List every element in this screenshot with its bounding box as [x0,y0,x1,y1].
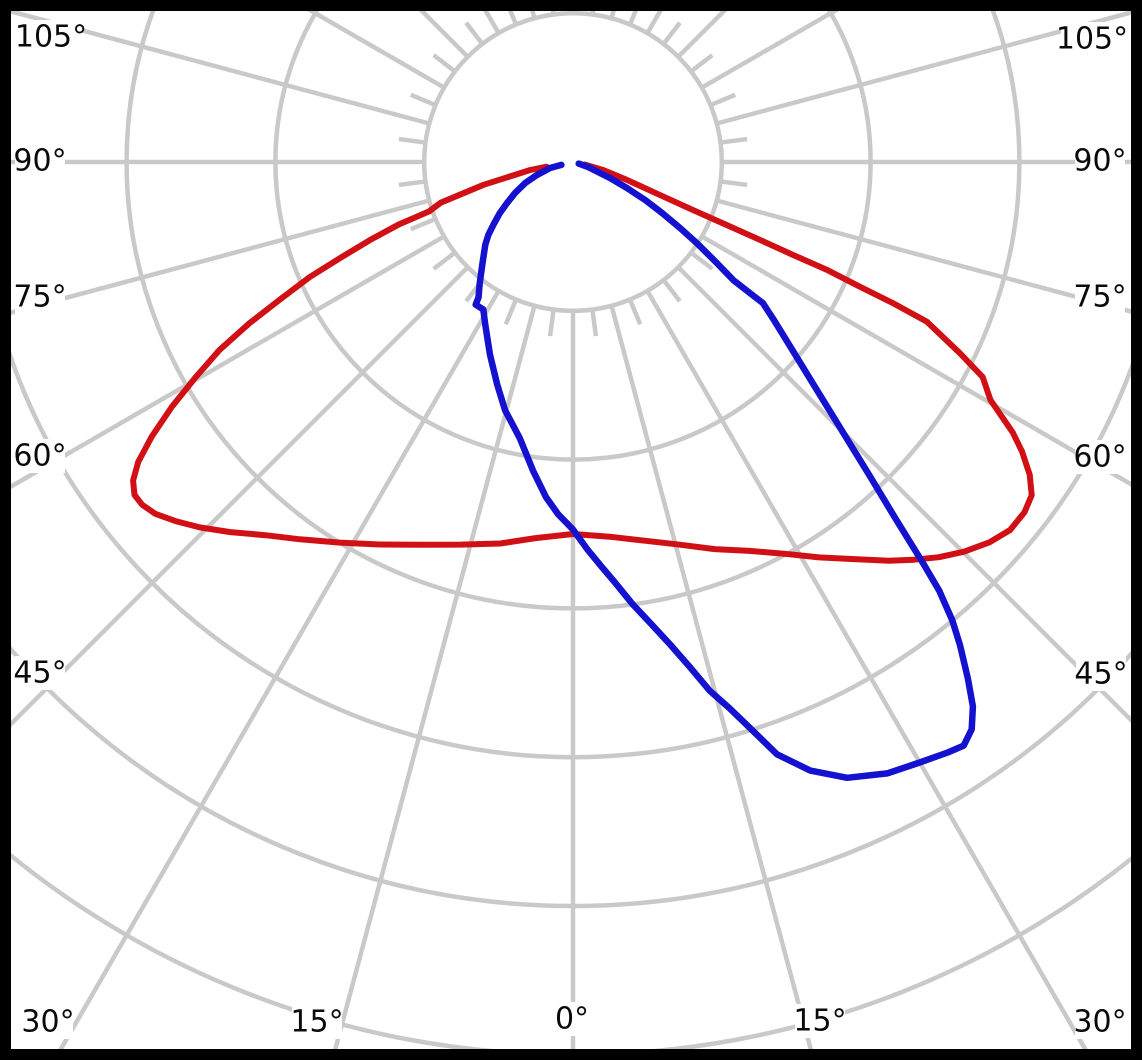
grid-tick-112.5deg [709,92,737,108]
grid-spoke--45deg [11,265,470,728]
angle-label-text: 90° [13,144,66,179]
angle-label-backing [1061,22,1123,56]
intensity-curves [130,160,1035,782]
grid-tick-157.5deg [627,11,638,26]
angle-label-text: 0° [555,1002,589,1037]
grid-spoke-15deg [609,305,814,1049]
angle-label-left-75: 75° [13,280,66,315]
grid-tick--97.5deg [398,136,426,145]
grid-spoke-105deg [716,11,1131,126]
angle-label-backing [20,20,82,54]
angle-label-left-60: 60° [13,439,66,474]
angle-labels: 105° 90° 75° 60° 45° 105° 90° 75° 60° 45° 30° 15° 0°… [13,20,1128,1040]
angle-label-backing [15,656,65,690]
grid-tick-97.5deg [720,136,748,145]
angle-label-backing [1075,280,1125,314]
angle-label-backing [23,1005,73,1039]
angle-label-text: 30° [1073,1005,1126,1040]
angle-label-text: 45° [1074,657,1127,692]
grid-tick--67.5deg [409,216,437,232]
angle-label-text: 45° [13,656,66,691]
angle-label-left-45: 45° [13,656,66,691]
grid-spoke--15deg [332,305,537,1049]
angle-label-backing [15,280,65,314]
grid-tick-37.5deg [661,278,682,303]
angle-label-left-90: 90° [13,144,66,179]
grid-spoke-75deg [716,198,1131,314]
grid-tick--142.5deg [464,21,485,46]
angle-label-bottom-30: 30° [21,1005,74,1040]
grid-tick-52.5deg [689,250,714,271]
angle-label-bottom-15: 15° [290,1005,343,1040]
angle-label-text: 30° [21,1005,74,1040]
angle-label-text: 60° [13,439,66,474]
angle-label-backing [15,439,65,473]
angle-label-left-105: 105° [15,20,87,55]
grid-tick-127.5deg [689,53,714,74]
grid-spoke-45deg [676,265,1131,724]
angle-label-backing [1075,1005,1125,1039]
angle-label-backing [15,144,65,178]
angle-label-bottom-0: 0° [555,1002,589,1037]
angle-label-bottom-15: 15° [793,1004,846,1039]
grid-tick--112.5deg [409,92,437,108]
grid-spoke--105deg [11,11,430,126]
grid-tick-142.5deg [661,21,682,46]
angle-label-text: 60° [1073,440,1126,475]
angle-label-text: 90° [1073,144,1126,179]
grid-spoke--60deg [11,234,446,490]
angle-label-text: 75° [13,280,66,315]
grid-spoke-60deg [700,234,1131,487]
red-curve [130,161,1035,564]
angle-label-text: 75° [1073,280,1126,315]
angle-label-backing [1075,144,1125,178]
grid-tick--22.5deg [503,298,519,326]
angle-label-text: 105° [15,20,87,55]
grid-tick-7.5deg [590,309,599,337]
angle-label-right-90: 90° [1073,144,1126,179]
grid-spoke--30deg [58,289,501,1049]
blue-curve [472,160,977,782]
angle-label-right-45: 45° [1074,657,1127,692]
grid-spoke--75deg [11,198,430,315]
grid-tick-22.5deg [627,298,643,326]
grid-tick-82.5deg [720,179,748,188]
angle-label-backing [555,1002,589,1036]
angle-label-text: 15° [793,1004,846,1039]
angle-label-backing [1075,440,1125,474]
grid-spoke-30deg [645,289,1088,1049]
angle-label-bottom-30: 30° [1073,1005,1126,1040]
grid-tick--82.5deg [398,179,426,188]
grid-tick--52.5deg [432,250,457,271]
angle-label-backing [795,1004,845,1038]
angle-label-text: 105° [1056,22,1128,57]
grid-tick--127.5deg [432,53,457,74]
grid-tick--157.5deg [508,11,519,26]
angle-label-right-75: 75° [1073,280,1126,315]
grid-tick--7.5deg [547,309,556,337]
angle-label-right-105: 105° [1056,22,1128,57]
angle-label-right-60: 60° [1073,440,1126,475]
angle-label-text: 15° [290,1005,343,1040]
angle-label-backing [1076,657,1126,691]
angle-label-backing [292,1005,342,1039]
